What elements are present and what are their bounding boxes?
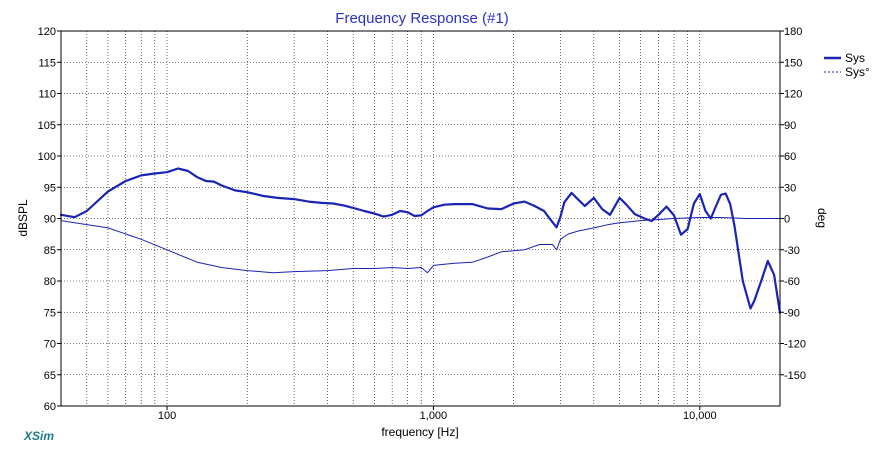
y2-tick-label: -150 — [784, 370, 806, 382]
legend: Sys Sys° — [824, 51, 870, 79]
y2-tick-label: -120 — [784, 339, 806, 351]
y-tick-label: 90 — [44, 214, 56, 226]
chart-title: Frequency Response (#1) — [335, 10, 508, 27]
y2-tick-label: 180 — [784, 26, 802, 38]
y2-tick-label: 30 — [784, 182, 796, 194]
axis-ticks: 60 65 70 75 80 85 90 95 100 105 110 115 120 -150 -120 -… — [38, 26, 806, 422]
y2-tick-label: 90 — [784, 120, 796, 132]
y-tick-label: 80 — [44, 276, 56, 288]
y-tick-label: 85 — [44, 245, 56, 257]
y-tick-label: 65 — [44, 370, 56, 382]
series-line-phase — [60, 217, 781, 274]
y2-axis-label: deg — [815, 208, 829, 228]
y2-tick-label: -30 — [784, 245, 800, 257]
y-tick-label: 110 — [38, 89, 56, 101]
plot-series — [59, 167, 782, 314]
x-axis-label: frequency [Hz] — [381, 425, 458, 439]
series-line-sys — [59, 167, 782, 314]
y-tick-label: 100 — [38, 151, 56, 163]
x-tick-label: 10,000 — [683, 410, 717, 422]
y-tick-label: 75 — [44, 307, 56, 319]
x-tick-label: 100 — [158, 410, 176, 422]
y-tick-label: 115 — [38, 57, 56, 69]
y2-tick-label: 0 — [784, 214, 790, 226]
x-tick-label: 1,000 — [420, 410, 448, 422]
y-tick-label: 60 — [44, 401, 56, 413]
y-tick-label: 120 — [38, 26, 56, 38]
legend-label-phase: Sys° — [845, 65, 870, 79]
xsim-brand-label: XSim — [23, 429, 54, 443]
y2-tick-label: 60 — [784, 151, 796, 163]
y-tick-label: 70 — [44, 339, 56, 351]
y2-tick-label: -90 — [784, 307, 800, 319]
legend-label-sys: Sys — [845, 51, 865, 65]
y-axis-label: dBSPL — [16, 199, 30, 237]
grid-lines — [61, 31, 780, 406]
y-tick-label: 105 — [38, 120, 56, 132]
y2-tick-label: 150 — [784, 57, 802, 69]
y2-tick-label: 120 — [784, 89, 802, 101]
y2-tick-label: -60 — [784, 276, 800, 288]
y-tick-label: 95 — [44, 182, 56, 194]
